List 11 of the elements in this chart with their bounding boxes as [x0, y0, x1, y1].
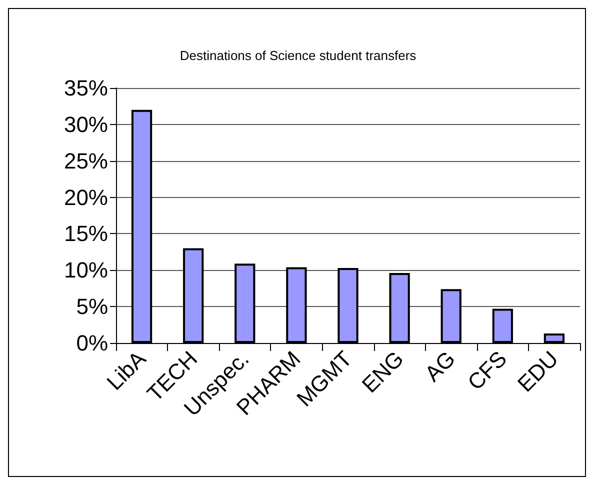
y-tick-label: 30%	[64, 112, 108, 137]
y-tick-label: 0%	[76, 330, 108, 356]
y-tick-label: 35%	[64, 76, 108, 100]
y-tick-label: 20%	[64, 184, 108, 210]
y-tick-label: 25%	[64, 148, 108, 174]
y-tick-label: 10%	[64, 258, 108, 283]
y-tick-label: 5%	[76, 294, 108, 320]
y-tick-label: 15%	[64, 221, 108, 246]
x-tick-label: AG	[420, 346, 460, 386]
chart-title: Destinations of Science student transfers	[180, 48, 417, 63]
x-tick-label: CFS	[462, 346, 512, 395]
